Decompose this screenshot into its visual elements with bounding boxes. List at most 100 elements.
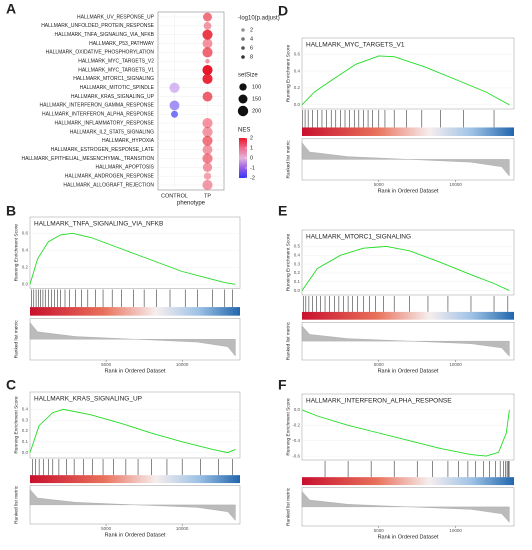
legend-title: -log10(p.adjust) [238,16,280,22]
pathway-label: HALLMARK_INTERFERON_GAMMA_RESPONSE [40,103,155,109]
x-tick-label: 5000 [101,526,112,531]
pathway-label: HALLMARK_TNFA_SIGNALING_VIA_NFKB [55,32,155,38]
legend-title: setSize [238,73,258,79]
ranked-metric-area [29,322,236,357]
dot [202,73,213,84]
y-tick-label: -0.2 [292,422,300,427]
panel-letter: B [6,203,16,219]
metric-axis-label: Ranked list metric [285,140,291,179]
pathway-label: HALLMARK_UNFOLDED_PROTEIN_RESPONSE [41,23,154,29]
pathway-label: HALLMARK_ESTROGEN_RESPONSE_LATE [51,147,155,153]
nes-colorbar [239,138,247,178]
y-tick-label: 0.0 [22,281,29,286]
legend-label: 4 [250,36,253,42]
dot [202,162,213,172]
x-tick-label: 10000 [176,362,189,367]
pathway-label: HALLMARK_MYC_TARGETS_V2 [78,59,154,65]
dot [202,135,213,146]
metric-axis-label: Ranked list metric [285,321,291,360]
pathway-label: HALLMARK_UV_RESPONSE_UP [77,14,155,20]
dot [202,153,213,164]
legend-dot [241,28,245,32]
legend-label: -1 [250,165,255,171]
y-axis-label: Running Enrichment Score [285,398,291,456]
pathway-label: HALLMARK_P53_PATHWAY [89,41,155,47]
pathway-label: HALLMARK_MYC_TARGETS_V1 [78,67,154,73]
legend-label: 2 [250,27,253,33]
ranked-metric-area [301,142,510,177]
es-frame [29,391,241,459]
pathway-label: HALLMARK_ANDROGEN_RESPONSE [65,173,155,179]
rank-colorbar [302,477,514,486]
rank-colorbar [30,475,240,484]
y-tick-label: 0.0 [294,407,301,412]
pathway-label: HALLMARK_INTERFERON_ALPHA_RESPONSE [42,112,155,118]
legend-dot [241,46,245,50]
dot [202,12,213,22]
y-tick-label: -0.4 [292,438,300,443]
panel-title: HALLMARK_KRAS_SIGNALING_UP [34,396,142,403]
y-tick-label: 0.2 [22,428,29,433]
pathway-label: HALLMARK_EPITHELIAL_MESENCHYMAL_TRANSITI… [21,156,154,162]
x-tick-label: TP [204,193,211,199]
y-tick-label: 0.4 [22,247,29,252]
x-axis-label: Rank in Ordered Dataset [378,188,439,194]
dot [202,126,213,138]
pathway-label: HALLMARK_MITOTIC_SPINDLE [80,85,155,91]
es-line [301,55,510,106]
x-axis-label: Rank in Ordered Dataset [378,368,439,374]
es-line [29,408,236,454]
legend-dot [237,105,249,117]
legend-label: 100 [252,84,261,90]
legend-label: 6 [250,45,253,51]
legend-label: 2 [250,135,253,141]
dot [202,29,213,40]
metric-axis-label: Ranked list metric [285,487,291,526]
es-line [301,409,510,457]
legend-label: -2 [250,175,255,181]
x-axis-label: Rank in Ordered Dataset [105,368,166,374]
x-tick-label: 10000 [449,182,462,187]
y-tick-label: 0.4 [22,407,29,412]
dot [202,64,213,76]
panel-title: HALLMARK_MYC_TARGETS_V1 [306,42,405,49]
y-tick-label: 0.6 [22,230,29,235]
x-tick-label: 5000 [374,528,385,533]
pathway-label: HALLMARK_KRAS_SIGNALING_UP [71,94,155,100]
legend-label: 200 [252,108,261,114]
es-frame [29,216,241,289]
y-tick-label: 0.3 [294,261,301,266]
y-tick-label: -0.6 [292,453,300,458]
dot [203,172,212,180]
dot [203,21,212,30]
panel-letter: F [278,377,287,393]
legend-label: 8 [250,54,253,60]
x-tick-label: CONTROL [161,193,188,199]
legend-label: 1 [250,145,253,151]
ranked-metric-area [301,325,510,357]
y-tick-label: 0.4 [294,68,301,73]
rank-colorbar [302,311,514,320]
x-tick-label: 10000 [449,362,462,367]
dot [202,38,213,49]
pathway-label: HALLMARK_OXIDATIVE_PHOSPHORYLATION [46,50,155,56]
panel-letter: C [6,377,16,393]
y-tick-label: 0.0 [22,450,29,455]
ranked-metric-area [29,489,236,521]
panel-title: HALLMARK_MTORC1_SIGNALING [306,234,411,241]
dot [202,118,213,129]
pathway-label: HALLMARK_ALLOGRAFT_REJECTION [63,182,154,188]
metric-axis-label: Ranked list metric [13,485,19,524]
es-frame [301,37,515,110]
panel-letter: D [278,3,288,19]
dot [171,110,178,118]
plot-frame [157,11,225,191]
es-line [301,245,510,292]
es-frame [301,229,515,296]
dot [202,47,213,58]
y-tick-label: 0.2 [294,85,301,90]
dot [202,144,213,155]
legend-label: 0 [250,155,253,161]
y-tick-label: 0.0 [294,288,301,293]
